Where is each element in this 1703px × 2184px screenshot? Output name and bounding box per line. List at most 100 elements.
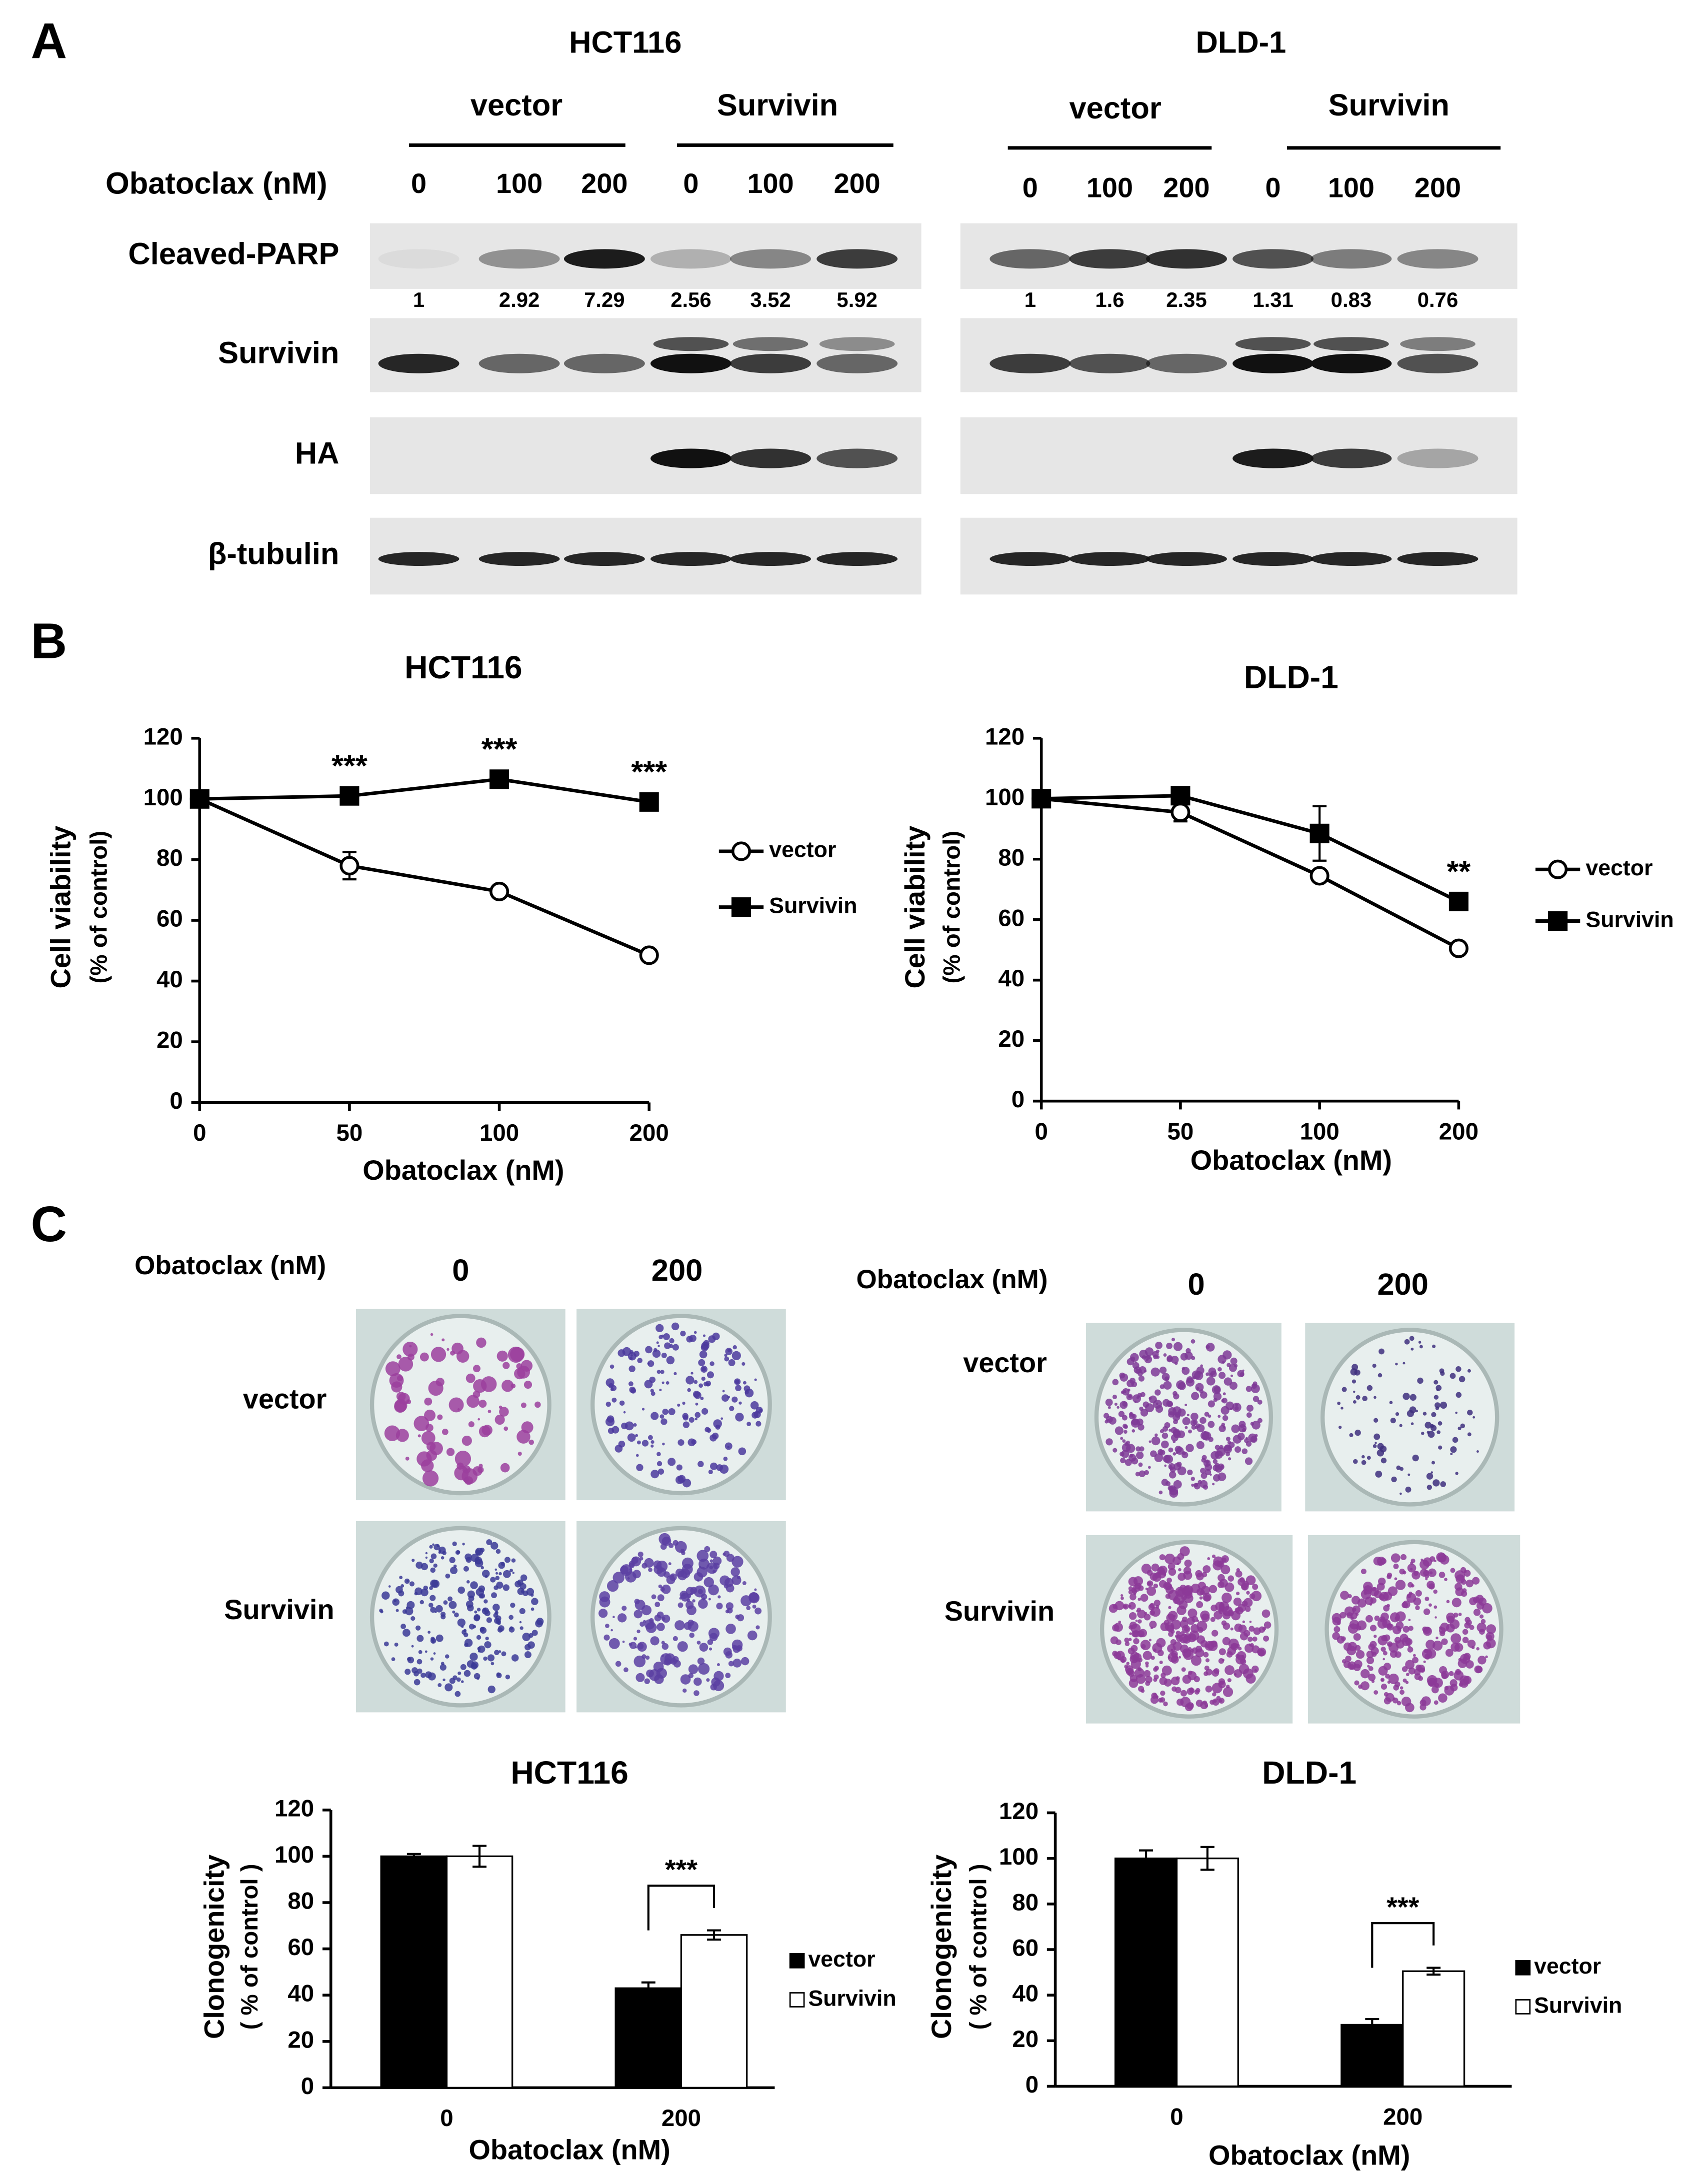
colony [1450,1684,1458,1692]
colony [433,1563,438,1568]
colony [510,1383,516,1389]
colony [1173,1480,1182,1489]
colony [681,1551,686,1556]
colony [526,1588,534,1596]
colony [1146,1359,1148,1362]
colony [1366,1615,1373,1623]
legend-label: vector [1534,1954,1601,1979]
colony [1386,1572,1392,1578]
colony [1486,1632,1494,1641]
colony [1458,1426,1462,1431]
blot-band [1310,353,1392,373]
colony [1413,1571,1418,1576]
row-label: Survivin [218,336,339,370]
colony [424,1650,428,1653]
blot-band [1397,353,1478,373]
colony [666,1356,675,1365]
colony [1370,1597,1376,1604]
colony [1222,1415,1228,1421]
colony [1221,1555,1229,1563]
y-tick-label: 120 [144,723,183,750]
colony [1372,1587,1376,1592]
colony [1171,1651,1178,1658]
colony [672,1540,678,1546]
colony [606,1401,611,1407]
colony [1400,1690,1404,1695]
legend-label: Survivin [1586,907,1674,932]
colony [1464,1653,1471,1660]
colony [462,1436,472,1446]
colony [1378,1577,1386,1586]
colony [498,1572,502,1576]
colony [1155,1695,1159,1699]
colony [460,1680,464,1683]
colony [1346,1612,1353,1619]
colony [1128,1602,1136,1610]
colony [492,1604,500,1611]
colony [418,1650,422,1654]
colony [664,1571,670,1578]
colony [1218,1581,1224,1588]
colony [487,1654,495,1662]
x-tick-label: 100 [480,1120,519,1146]
colony [1156,1349,1160,1353]
colony [1374,1418,1378,1423]
colony [1152,1643,1162,1653]
colony [1212,1483,1215,1486]
colony [694,1690,700,1696]
colony [1174,1463,1182,1471]
colony [1346,1645,1356,1656]
colony [1170,1434,1178,1442]
colony [1464,1622,1471,1629]
colony [728,1661,734,1667]
colony [627,1577,630,1580]
colony [694,1331,697,1334]
colony [1122,1443,1131,1452]
colony [1128,1638,1132,1641]
colony [1191,1392,1200,1400]
legend-label: vector [1586,856,1652,880]
colony [1437,1553,1447,1563]
colony [1374,1590,1382,1599]
blot-band [990,552,1071,566]
colony [1480,1619,1486,1624]
colony [650,1470,660,1479]
colony [1405,1660,1415,1670]
colony [1349,1433,1354,1437]
treatment-label: Obatoclax (nM) [106,166,328,201]
colony [1162,1432,1168,1439]
colony [1350,1368,1358,1376]
colony [1148,1466,1151,1469]
colony [455,1550,460,1555]
colony [1221,1423,1226,1427]
colony [1233,1597,1242,1606]
colony [1441,1638,1448,1645]
blot-band [732,337,808,351]
colony [1432,1344,1436,1348]
colony [690,1372,694,1375]
colony [1125,1665,1134,1674]
colony [675,1568,684,1578]
colony [1182,1417,1190,1426]
colony [1438,1445,1442,1450]
blot-band [378,552,460,566]
colony [656,1461,662,1467]
blot-band [1146,249,1227,269]
colony [464,1632,468,1638]
colony [1240,1372,1244,1377]
colony [1140,1594,1148,1602]
colony [397,1375,403,1382]
dose-label: 0 [683,167,698,199]
colony [1450,1633,1462,1644]
colony [478,1400,487,1408]
blot-band [1397,448,1478,468]
blot-band [650,353,732,373]
colony [694,1412,701,1418]
colony [1394,1577,1398,1581]
colony [1434,1395,1439,1400]
colony [1369,1603,1372,1606]
colony [504,1426,508,1431]
legend-swatch [1515,1960,1531,1976]
colony [1169,1489,1178,1498]
colony [519,1621,522,1624]
